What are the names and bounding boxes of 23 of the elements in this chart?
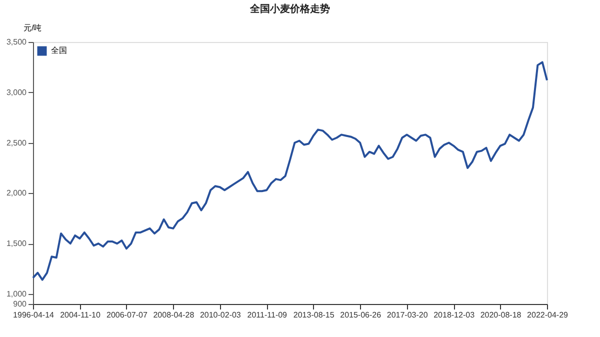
line-series <box>32 61 548 281</box>
x-tick-label: 2022-04-29 <box>527 310 569 320</box>
x-tick-label: 2011-11-09 <box>247 310 288 320</box>
y-tick-label: 900 <box>13 300 28 308</box>
chart-title: 全国小麦价格走势 <box>249 3 330 15</box>
y-axis-title: 元/吨 <box>24 24 42 32</box>
x-tick-label: 2004-11-10 <box>60 310 101 320</box>
y-tick-label: 3,500 <box>6 38 28 46</box>
y-tick-label: 1,000 <box>6 289 28 298</box>
x-tick-label: 2018-12-03 <box>434 310 476 320</box>
y-tick-label: 1,500 <box>6 239 28 248</box>
legend-label: 全国 <box>51 46 67 55</box>
y-tick-label: 3,000 <box>6 88 28 97</box>
y-tick-label: 2,500 <box>6 138 28 148</box>
x-tick-label: 2017-03-20 <box>386 310 428 320</box>
x-tick-label: 2010-02-03 <box>200 310 242 320</box>
x-tick-label: 2015-06-26 <box>340 310 382 320</box>
y-tick-label: 2,000 <box>6 188 28 198</box>
x-tick-label: 1996-04-14 <box>13 310 55 320</box>
x-tick-label: 2020-08-18 <box>480 310 522 320</box>
x-tick-label: 2013-08-15 <box>293 310 335 320</box>
x-tick-label: 2008-04-28 <box>153 310 195 320</box>
x-tick-label: 2006-07-07 <box>106 310 148 320</box>
